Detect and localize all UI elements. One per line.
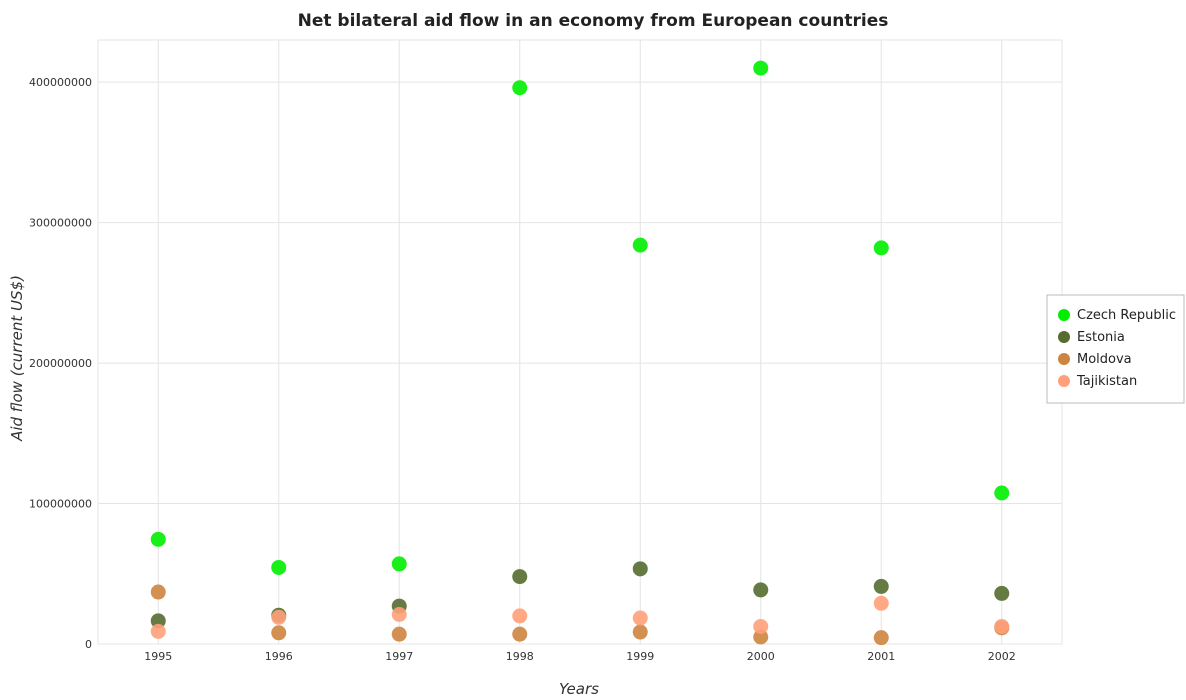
y-axis-ticks: 0 100000000 200000000 300000000 400000000 bbox=[29, 76, 92, 651]
legend: Czech Republic Estonia Moldova Tajikistan bbox=[1046, 294, 1185, 404]
legend-marker-estonia bbox=[1058, 331, 1070, 343]
y-tick-label: 300000000 bbox=[29, 217, 92, 230]
point-tajikistan bbox=[994, 618, 1010, 634]
point-estonia bbox=[753, 582, 769, 598]
x-axis-ticks: 1995 1996 1997 1998 1999 2000 2001 2002 bbox=[144, 650, 1016, 663]
legend-marker-tajikistan bbox=[1058, 375, 1070, 387]
legend-label-estonia: Estonia bbox=[1077, 330, 1125, 345]
y-tick-label: 100000000 bbox=[29, 498, 92, 511]
x-tick-label: 1998 bbox=[506, 650, 534, 663]
point-czech-republic bbox=[873, 240, 889, 256]
point-czech-republic bbox=[512, 80, 528, 96]
point-czech-republic bbox=[271, 559, 287, 575]
legend-label-tajikistan: Tajikistan bbox=[1076, 374, 1137, 389]
point-moldova bbox=[391, 626, 407, 642]
point-moldova bbox=[512, 626, 528, 642]
y-tick-label: 400000000 bbox=[29, 76, 92, 89]
point-tajikistan bbox=[632, 610, 648, 626]
y-tick-label: 0 bbox=[85, 638, 92, 651]
point-moldova bbox=[873, 630, 889, 646]
point-tajikistan bbox=[512, 608, 528, 624]
x-tick-label: 1997 bbox=[385, 650, 413, 663]
y-axis-label: Aid flow (current US$) bbox=[8, 275, 26, 442]
x-tick-label: 2000 bbox=[747, 650, 775, 663]
point-estonia bbox=[632, 561, 648, 577]
point-tajikistan bbox=[391, 607, 407, 623]
point-moldova bbox=[632, 624, 648, 640]
legend-label-czech-republic: Czech Republic bbox=[1077, 308, 1176, 323]
x-tick-label: 1999 bbox=[626, 650, 654, 663]
point-moldova bbox=[753, 629, 769, 645]
point-estonia bbox=[150, 613, 166, 629]
legend-marker-moldova bbox=[1058, 353, 1070, 365]
gridlines bbox=[97, 39, 1063, 645]
point-estonia bbox=[873, 578, 889, 594]
point-moldova bbox=[271, 625, 287, 641]
point-czech-republic bbox=[753, 60, 769, 76]
point-czech-republic bbox=[632, 237, 648, 253]
point-czech-republic bbox=[391, 556, 407, 572]
point-tajikistan bbox=[271, 609, 287, 625]
point-estonia bbox=[994, 585, 1010, 601]
legend-marker-czech-republic bbox=[1058, 309, 1070, 321]
x-axis-label: Years bbox=[559, 680, 599, 698]
chart-title: Net bilateral aid flow in an economy fro… bbox=[298, 11, 889, 31]
point-moldova bbox=[150, 584, 166, 600]
x-tick-label: 2002 bbox=[988, 650, 1016, 663]
point-tajikistan bbox=[753, 618, 769, 634]
point-tajikistan bbox=[873, 595, 889, 611]
legend-box bbox=[1046, 294, 1185, 404]
y-tick-label: 200000000 bbox=[29, 357, 92, 370]
legend-label-moldova: Moldova bbox=[1077, 352, 1132, 367]
x-tick-label: 1996 bbox=[265, 650, 293, 663]
point-estonia bbox=[512, 569, 528, 585]
point-czech-republic bbox=[994, 485, 1010, 501]
x-tick-label: 1995 bbox=[144, 650, 172, 663]
data-points bbox=[150, 60, 1010, 646]
plot-area-border bbox=[97, 39, 1063, 645]
point-czech-republic bbox=[150, 531, 166, 547]
x-tick-label: 2001 bbox=[867, 650, 895, 663]
point-tajikistan bbox=[150, 623, 166, 639]
